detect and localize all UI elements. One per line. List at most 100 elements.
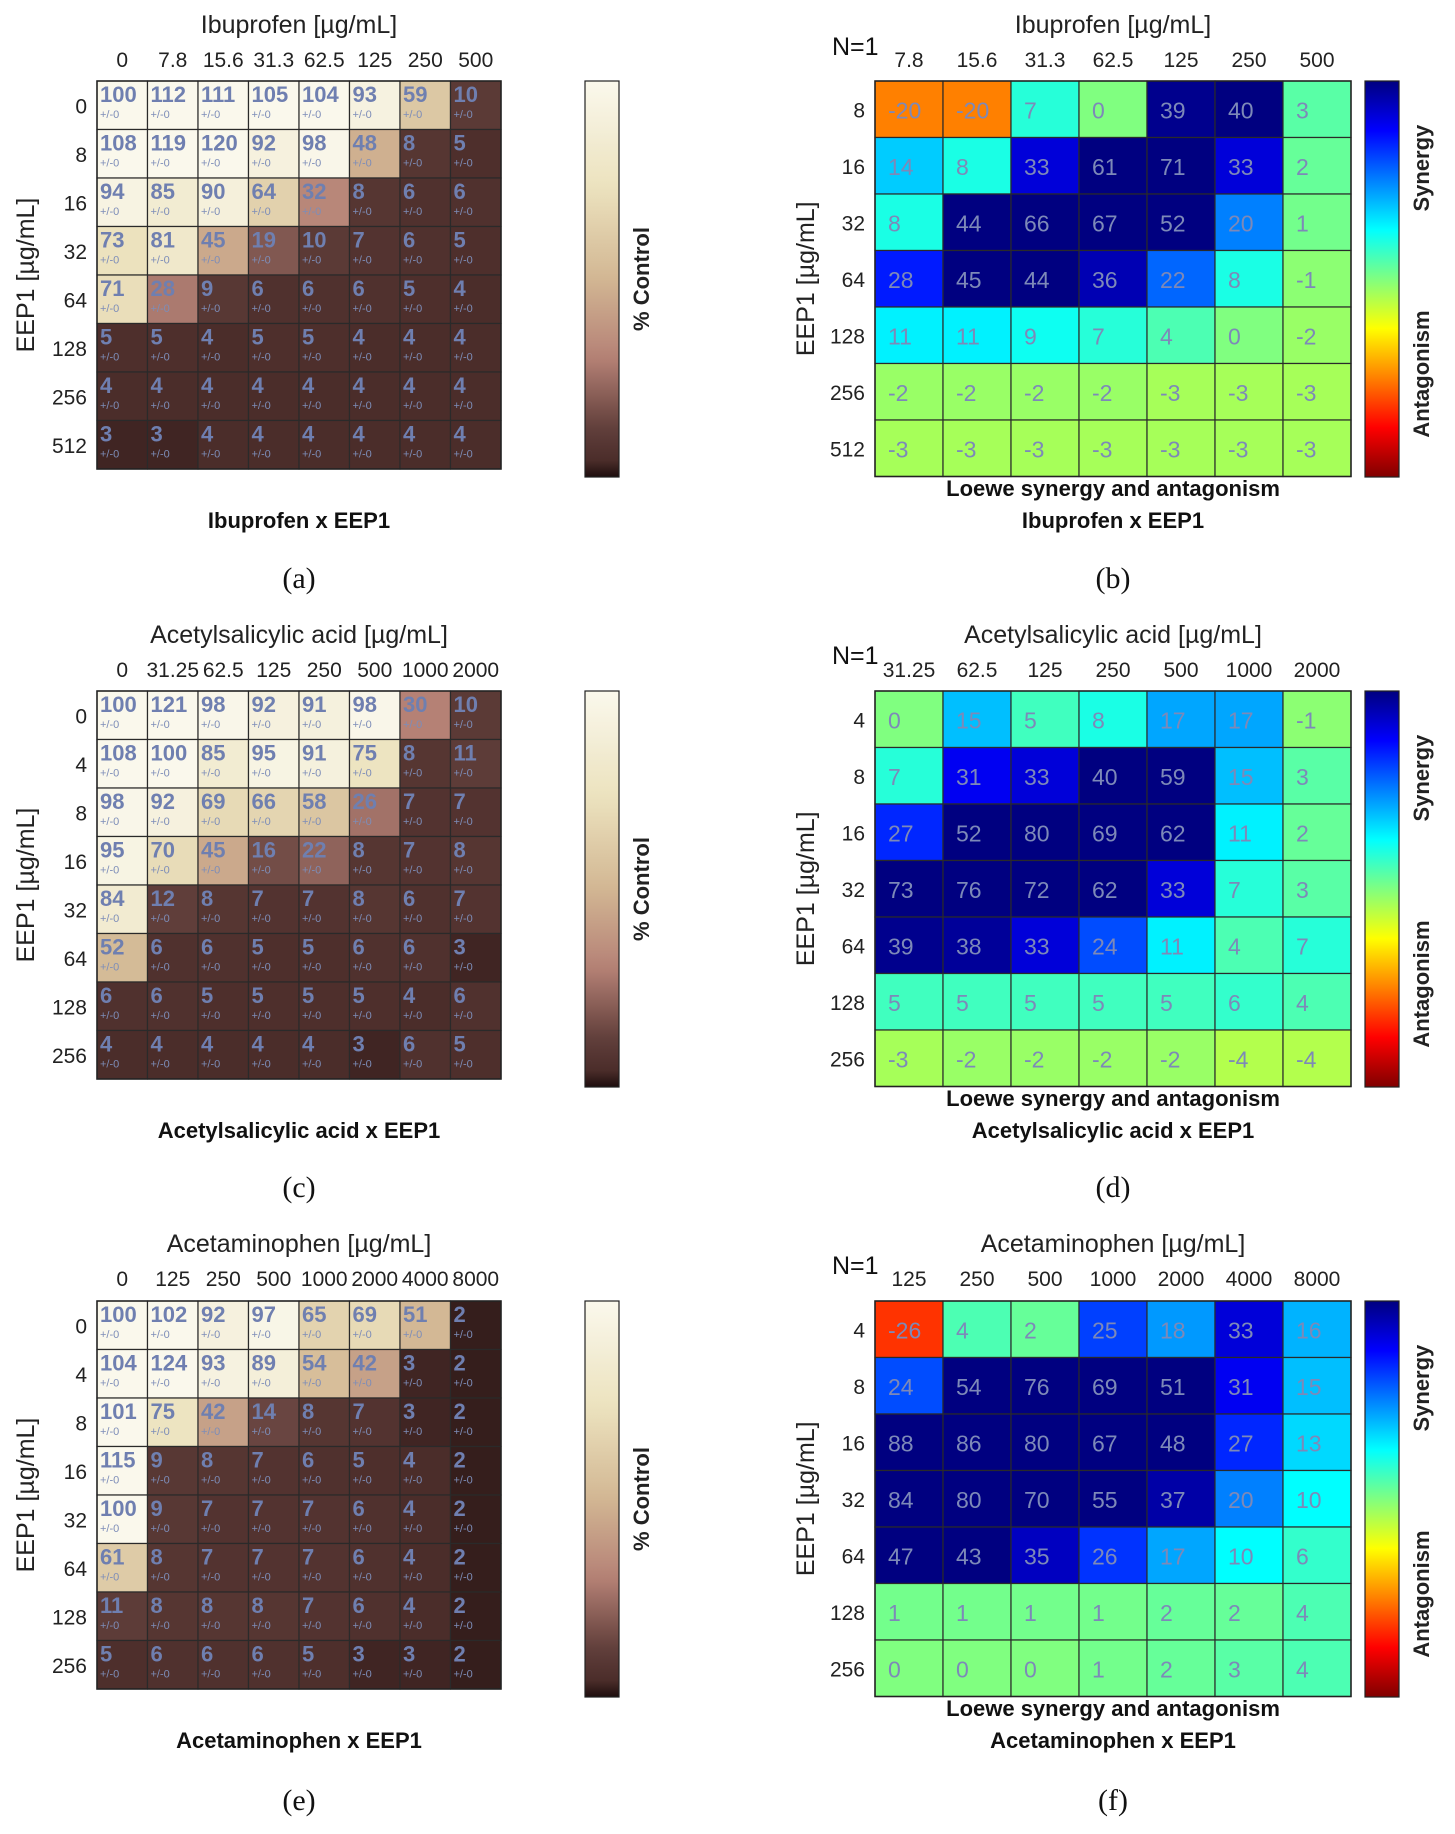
cell-value: -3 [1228, 436, 1248, 462]
cell-value: 2 [1228, 1600, 1241, 1626]
heatmap-cell [247, 1348, 300, 1399]
cell-value: 5 [353, 983, 365, 1008]
cell-value: 4 [403, 1545, 416, 1570]
heatmap-cell [348, 128, 401, 179]
cell-value: 4 [201, 373, 214, 398]
cell-error: +/-0 [151, 449, 170, 461]
cell-value: 4 [403, 325, 416, 350]
cell-value: 115 [100, 1448, 136, 1473]
cell-value: 3 [454, 935, 466, 960]
cell-value: 100 [100, 1302, 137, 1327]
heatmap-cell [1282, 136, 1352, 195]
colorbar-label-top: Synergy [1409, 1344, 1434, 1432]
cell-error: +/-0 [100, 400, 119, 412]
cell-error: +/-0 [454, 865, 473, 877]
heatmap-cell [197, 1348, 250, 1399]
cell-error: +/-0 [252, 352, 271, 364]
cell-value: 31 [956, 764, 982, 790]
cell-error: +/-0 [151, 1669, 170, 1681]
cell-value: 20 [1228, 1487, 1254, 1513]
cell-error: +/-0 [252, 865, 271, 877]
cell-error: +/-0 [151, 206, 170, 218]
heatmap-cell [247, 884, 300, 935]
heatmap-cell [1010, 972, 1080, 1031]
heatmap-cell [942, 362, 1012, 421]
x-tick-label: 15.6 [203, 49, 244, 72]
heatmap-cell [1214, 690, 1284, 749]
heatmap-cell [399, 1029, 452, 1080]
cell-value: 10 [454, 82, 478, 107]
colorbar-label: % Control [629, 1447, 654, 1551]
cell-value: -2 [1092, 380, 1112, 406]
cell-value: 9 [1024, 323, 1037, 349]
cell-value: 17 [1160, 1543, 1186, 1569]
cell-value: 4 [1296, 1656, 1309, 1682]
cell-value: -3 [1092, 436, 1112, 462]
cell-value: 3 [1296, 97, 1309, 123]
cell-error: +/-0 [100, 816, 119, 828]
heatmap-cell [298, 932, 351, 983]
cell-value: 45 [956, 267, 982, 293]
heatmap-cell [1146, 1029, 1216, 1088]
heatmap-cell [874, 1639, 944, 1698]
cell-error: +/-0 [201, 1059, 220, 1071]
heatmap-cell [874, 1413, 944, 1472]
cell-value: 40 [1092, 764, 1118, 790]
cell-error: +/-0 [302, 109, 321, 121]
heatmap-cell [399, 981, 452, 1032]
cell-error: +/-0 [201, 1669, 220, 1681]
cell-error: +/-0 [403, 719, 422, 731]
heatmap-cell [1078, 859, 1148, 918]
y-tick-label: 32 [64, 241, 87, 264]
cell-error: +/-0 [302, 400, 321, 412]
colorbar [1364, 1300, 1400, 1698]
cell-value: 6 [151, 983, 163, 1008]
cell-value: 40 [1228, 97, 1254, 123]
heatmap-cell [348, 371, 401, 422]
heatmap-cell [1010, 1029, 1080, 1088]
heatmap-cell [942, 1526, 1012, 1585]
heatmap-cell [449, 981, 502, 1032]
y-tick-label: 4 [75, 1364, 87, 1387]
cell-value: 91 [302, 692, 326, 717]
cell-value: 124 [151, 1351, 188, 1376]
heatmap-cell [942, 1413, 1012, 1472]
cell-value: 28 [151, 276, 175, 301]
heatmap-cell [874, 690, 944, 749]
cell-value: 76 [1024, 1374, 1050, 1400]
cell-error: +/-0 [252, 816, 271, 828]
cell-value: 100 [151, 741, 188, 766]
cell-value: -4 [1228, 1046, 1249, 1072]
cell-error: +/-0 [403, 1669, 422, 1681]
heatmap-cell [399, 371, 452, 422]
cell-value: 6 [403, 228, 415, 253]
cell-error: +/-0 [353, 255, 372, 267]
cell-error: +/-0 [201, 449, 220, 461]
heatmap-cell [874, 746, 944, 805]
cell-value: 6 [353, 1496, 365, 1521]
heatmap-cell [1282, 1582, 1352, 1641]
cell-value: 42 [353, 1351, 377, 1376]
cell-error: +/-0 [353, 1010, 372, 1022]
heatmap-cell [197, 419, 250, 470]
cell-value: 2 [1160, 1600, 1173, 1626]
heatmap-cell [1214, 1300, 1284, 1359]
heatmap-cell [399, 1300, 452, 1351]
heatmap-cell [1146, 916, 1216, 975]
cell-error: +/-0 [353, 1329, 372, 1341]
cell-value: -3 [956, 436, 976, 462]
heatmap-cell [874, 916, 944, 975]
cell-value: 2 [454, 1496, 466, 1521]
cell-value: 104 [302, 82, 339, 107]
y-tick-label: 128 [830, 325, 865, 348]
cell-error: +/-0 [302, 1523, 321, 1535]
cell-error: +/-0 [302, 1329, 321, 1341]
heatmap-cell [348, 1494, 401, 1545]
cell-value: -2 [1092, 1046, 1112, 1072]
y-tick-label: 256 [52, 386, 87, 409]
x-tick-label: 31.3 [253, 49, 294, 72]
cell-error: +/-0 [252, 255, 271, 267]
cell-value: 5 [956, 990, 969, 1016]
y-axis-title: EEP1 [µg/mL] [792, 1421, 820, 1576]
heatmap-cell [449, 787, 502, 838]
